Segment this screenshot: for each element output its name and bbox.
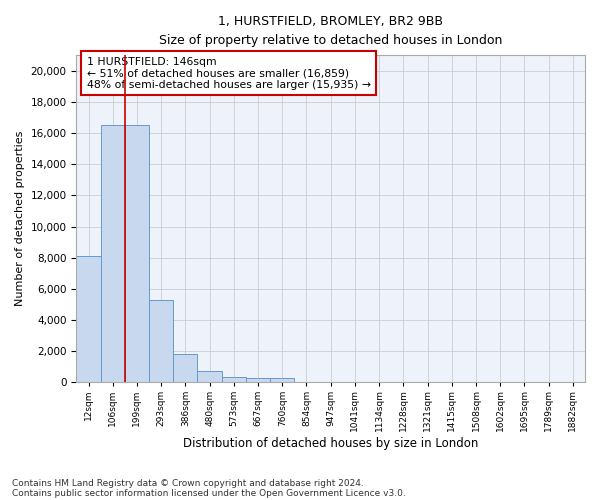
Bar <box>76 256 101 382</box>
Bar <box>222 377 246 382</box>
Text: Contains public sector information licensed under the Open Government Licence v3: Contains public sector information licen… <box>12 488 406 498</box>
Bar <box>173 354 197 382</box>
Bar <box>149 300 173 382</box>
Text: 1 HURSTFIELD: 146sqm
← 51% of detached houses are smaller (16,859)
48% of semi-d: 1 HURSTFIELD: 146sqm ← 51% of detached h… <box>86 56 371 90</box>
Y-axis label: Number of detached properties: Number of detached properties <box>15 131 25 306</box>
X-axis label: Distribution of detached houses by size in London: Distribution of detached houses by size … <box>183 437 478 450</box>
Title: 1, HURSTFIELD, BROMLEY, BR2 9BB
Size of property relative to detached houses in : 1, HURSTFIELD, BROMLEY, BR2 9BB Size of … <box>159 15 502 47</box>
Text: Contains HM Land Registry data © Crown copyright and database right 2024.: Contains HM Land Registry data © Crown c… <box>12 478 364 488</box>
Bar <box>101 125 125 382</box>
Bar <box>246 378 270 382</box>
Bar <box>197 370 222 382</box>
Bar <box>125 125 149 382</box>
Bar <box>270 378 295 382</box>
